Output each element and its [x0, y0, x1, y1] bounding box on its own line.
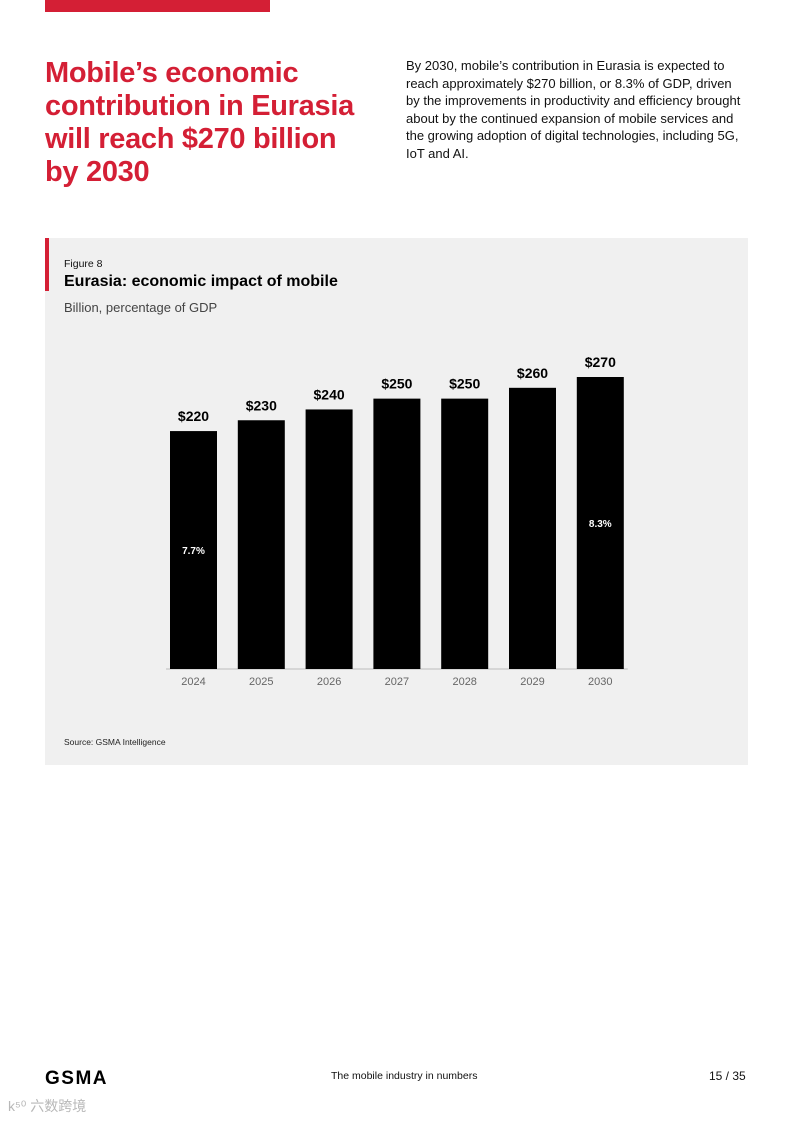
data-label-2024: $220	[178, 408, 209, 424]
figure-label: Figure 8	[64, 258, 103, 270]
page-number: 15 / 35	[709, 1069, 746, 1083]
figure-accent-bar	[45, 238, 49, 291]
data-label-2027: $250	[381, 376, 412, 392]
x-tick-label-2026: 2026	[317, 676, 341, 688]
bar-2026	[305, 409, 353, 669]
bar-2029	[509, 387, 556, 669]
chart-title: Eurasia: economic impact of mobile	[64, 273, 338, 290]
figure-panel: Figure 8 Eurasia: economic impact of mob…	[45, 238, 748, 765]
watermark: k⁵⁰ 六数跨境	[8, 1098, 87, 1114]
top-accent-bar	[45, 0, 270, 12]
x-tick-label-2028: 2028	[452, 676, 476, 688]
bar-chart: $220 7.7% 2024 $230 2025 $240 2026 $250 2027 $250…	[166, 354, 628, 688]
data-label-2029: $260	[517, 365, 548, 381]
intro-paragraph: By 2030, mobile’s contribution in Eurasi…	[406, 58, 741, 161]
gdp-share-label-2024: 7.7%	[182, 546, 205, 557]
footer-title: The mobile industry in numbers	[331, 1070, 478, 1082]
bar-2027	[373, 398, 421, 669]
x-tick-label-2030: 2030	[588, 676, 612, 688]
data-label-2026: $240	[314, 386, 345, 402]
gdp-share-label-2030: 8.3%	[589, 519, 612, 530]
bar-2028	[441, 398, 489, 669]
x-tick-label-2029: 2029	[520, 676, 544, 688]
x-tick-label-2025: 2025	[249, 676, 273, 688]
x-tick-label-2024: 2024	[181, 676, 205, 688]
chart-subtitle: Billion, percentage of GDP	[64, 300, 218, 315]
bar-2024	[170, 431, 217, 669]
figure-source: Source: GSMA Intelligence	[64, 737, 166, 747]
bar-2025	[237, 420, 285, 669]
data-label-2028: $250	[449, 376, 480, 392]
data-label-2025: $230	[246, 397, 277, 413]
bar-2030	[576, 377, 624, 669]
gsma-logo: GSMA	[45, 1068, 108, 1089]
x-tick-label-2027: 2027	[385, 676, 409, 688]
page-headline: Mobile’s economic contribution in Eurasi…	[45, 57, 354, 188]
data-label-2030: $270	[585, 354, 616, 370]
